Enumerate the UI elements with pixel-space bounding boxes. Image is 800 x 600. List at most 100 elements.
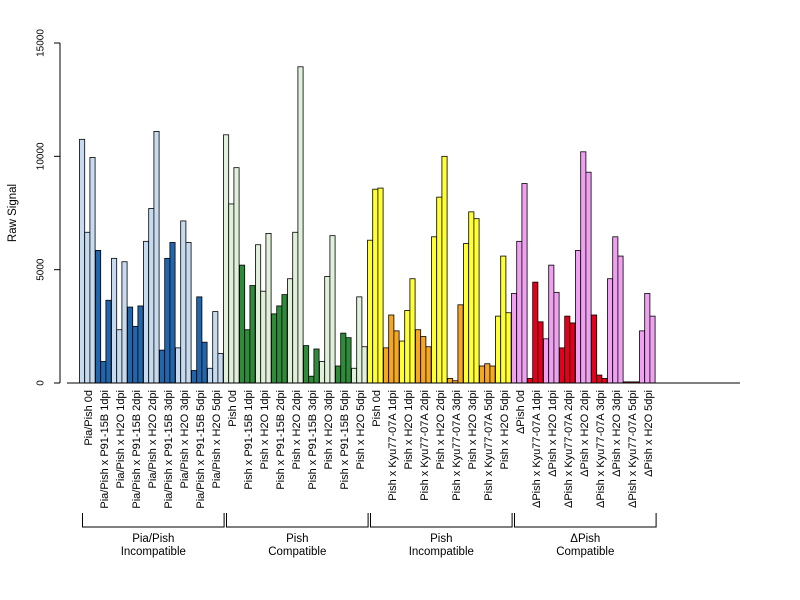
bar bbox=[484, 363, 491, 384]
bar bbox=[105, 299, 112, 384]
bar bbox=[495, 315, 502, 384]
bar bbox=[313, 348, 320, 384]
bar bbox=[580, 151, 587, 384]
bar bbox=[399, 340, 406, 384]
bar bbox=[159, 349, 166, 384]
bar bbox=[425, 346, 432, 384]
bar bbox=[612, 236, 619, 384]
group-label-line1: ΔPish bbox=[570, 533, 600, 545]
bar bbox=[649, 315, 656, 384]
x-tick-label: Pish x H2O 2dpi bbox=[291, 390, 303, 469]
x-tick-label: Pish x P91-15B 1dpi bbox=[243, 390, 255, 490]
bar bbox=[297, 66, 304, 384]
x-tick-label: Pish x H2O 1dpi bbox=[403, 390, 415, 469]
bar bbox=[367, 239, 374, 384]
bar bbox=[420, 336, 427, 384]
bar bbox=[415, 329, 422, 384]
bar bbox=[121, 261, 128, 384]
bar bbox=[207, 367, 214, 384]
bar bbox=[356, 296, 363, 384]
x-tick-label: Pia/Pish 0d bbox=[83, 390, 95, 446]
bar bbox=[111, 257, 118, 384]
bar bbox=[383, 347, 390, 384]
x-tick-label: Pish x P91-15B 2dpi bbox=[275, 390, 287, 490]
bar bbox=[505, 312, 512, 384]
x-tick-label: Pia/Pish x H2O 1dpi bbox=[115, 390, 127, 488]
bar bbox=[537, 321, 544, 384]
group-label-line2: Compatible bbox=[268, 546, 326, 558]
bar bbox=[404, 310, 411, 384]
x-tick-label: Pish x Kyu77-07A 2dpi bbox=[419, 390, 431, 501]
x-tick-label: Pish x Kyu77-07A 1dpi bbox=[387, 390, 399, 501]
bar bbox=[89, 157, 96, 384]
bar bbox=[233, 167, 240, 384]
bar bbox=[217, 353, 224, 384]
bar bbox=[489, 365, 496, 384]
bar bbox=[329, 235, 336, 384]
x-tick-label: Pish x H2O 5dpi bbox=[355, 390, 367, 469]
bar bbox=[249, 285, 256, 384]
x-tick-label: ΔPish x H2O 3dpi bbox=[611, 390, 623, 477]
bar bbox=[303, 345, 310, 384]
x-tick-label: Pia/Pish x P91-15B 1dpi bbox=[99, 390, 111, 509]
bar bbox=[116, 329, 123, 384]
bar bbox=[564, 315, 571, 384]
x-tick-label: Pish x H2O 2dpi bbox=[435, 390, 447, 469]
bar bbox=[292, 231, 299, 384]
bar bbox=[228, 203, 235, 384]
x-tick-label: Pia/Pish x H2O 3dpi bbox=[179, 390, 191, 488]
bar bbox=[239, 264, 246, 384]
bar bbox=[473, 218, 480, 384]
bar bbox=[468, 211, 475, 384]
y-axis-title: Raw Signal bbox=[7, 184, 19, 242]
bar bbox=[585, 171, 592, 384]
bar bbox=[377, 187, 384, 384]
bar bbox=[180, 220, 187, 384]
bar bbox=[601, 378, 608, 384]
x-tick-label: Pia/Pish x P91-15B 5dpi bbox=[195, 390, 207, 509]
x-tick-labels: Pia/Pish 0d Pia/Pish x P91-15B 1dpi Pia/Pi… bbox=[83, 390, 655, 509]
bar bbox=[543, 338, 550, 384]
bar bbox=[244, 329, 251, 384]
bar bbox=[463, 243, 470, 384]
bar bbox=[340, 332, 347, 384]
bar bbox=[393, 330, 400, 384]
group-bracket bbox=[226, 513, 369, 528]
x-tick-label: ΔPish x Kyu77-07A 2dpi bbox=[563, 390, 575, 508]
bar bbox=[201, 341, 208, 384]
group-bracket bbox=[514, 513, 657, 528]
x-tick-label: Pia/Pish x H2O 5dpi bbox=[211, 390, 223, 488]
bar bbox=[548, 264, 555, 384]
bar bbox=[345, 337, 352, 384]
x-tick-label: ΔPish x Kyu77-07A 1dpi bbox=[531, 390, 543, 508]
bar bbox=[175, 347, 182, 384]
bars bbox=[79, 66, 656, 384]
bar bbox=[223, 134, 230, 384]
bar bbox=[255, 244, 262, 384]
bar bbox=[617, 255, 624, 384]
x-tick-label: Pish x H2O 1dpi bbox=[259, 390, 271, 469]
x-tick-label: Pish x H2O 3dpi bbox=[467, 390, 479, 469]
x-tick-label: Pish 0d bbox=[227, 390, 239, 427]
bar bbox=[351, 367, 358, 384]
bar bbox=[153, 130, 160, 384]
y-tick-label: 0 bbox=[36, 380, 47, 386]
bar bbox=[95, 249, 102, 384]
group-label-line2: Compatible bbox=[556, 546, 614, 558]
bar bbox=[319, 361, 326, 384]
x-tick-label: ΔPish x Kyu77-07A 3dpi bbox=[595, 390, 607, 508]
bar bbox=[532, 281, 539, 384]
x-tick-label: Pish x H2O 5dpi bbox=[499, 390, 511, 469]
x-tick-label: ΔPish x H2O 1dpi bbox=[547, 390, 559, 477]
bar bbox=[137, 305, 144, 384]
bar bbox=[148, 208, 155, 384]
x-tick-label: Pia/Pish x P91-15B 2dpi bbox=[131, 390, 143, 509]
group-label-line1: Pish bbox=[430, 533, 452, 545]
x-tick-label: ΔPish x H2O 5dpi bbox=[643, 390, 655, 477]
x-tick-label: Pish x Kyu77-07A 5dpi bbox=[483, 390, 495, 501]
group-label-line1: Pia/Pish bbox=[132, 533, 174, 545]
bar bbox=[127, 306, 134, 384]
bar bbox=[591, 314, 598, 384]
x-tick-label: Pish 0d bbox=[371, 390, 383, 427]
